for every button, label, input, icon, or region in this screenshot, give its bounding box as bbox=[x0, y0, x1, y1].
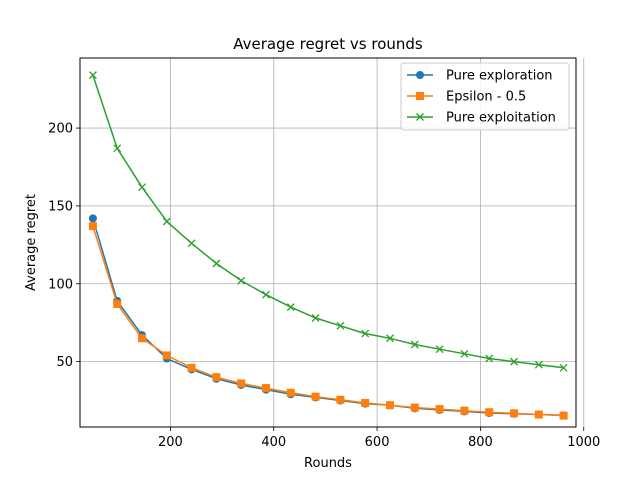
axis-ticks: 200 400 600 800 1000 50 100 150 200 bbox=[48, 122, 600, 450]
legend-label: Pure exploration bbox=[446, 69, 553, 84]
data-point-epsilon-0-5 bbox=[162, 351, 171, 360]
x-tick-label: 200 bbox=[158, 435, 183, 450]
x-axis-label: Rounds bbox=[304, 456, 352, 471]
x-tick-label: 400 bbox=[261, 435, 286, 450]
series-line-pure-exploitation bbox=[92, 74, 564, 369]
y-axis-label: Average regret bbox=[24, 194, 39, 291]
data-point-pure-exploitation bbox=[88, 71, 97, 80]
data-point-pure-exploitation bbox=[162, 217, 171, 226]
series-layer bbox=[88, 71, 568, 420]
data-point-epsilon-0-5 bbox=[410, 403, 419, 412]
data-point-epsilon-0-5 bbox=[534, 410, 543, 419]
legend-item: Pure exploitation bbox=[407, 111, 556, 126]
x-marker-stroke bbox=[286, 303, 295, 312]
x-marker-stroke bbox=[88, 71, 97, 80]
data-point-epsilon-0-5 bbox=[286, 388, 295, 397]
data-point-epsilon-0-5 bbox=[361, 398, 370, 407]
data-point-pure-exploitation bbox=[237, 276, 246, 285]
data-point-epsilon-0-5 bbox=[187, 363, 196, 372]
chart-title: Average regret vs rounds bbox=[233, 35, 423, 53]
legend-item: Epsilon - 0.5 bbox=[407, 90, 526, 105]
data-point-epsilon-0-5 bbox=[138, 334, 146, 343]
data-point-epsilon-0-5 bbox=[559, 411, 568, 420]
data-point-pure-exploitation bbox=[386, 334, 394, 343]
data-point-epsilon-0-5 bbox=[460, 406, 469, 415]
data-point-pure-exploitation bbox=[559, 363, 568, 372]
x-marker-stroke bbox=[410, 340, 419, 349]
plot-area-frame bbox=[79, 57, 577, 428]
data-point-pure-exploitation bbox=[113, 144, 122, 153]
legend-box bbox=[400, 62, 570, 131]
x-tick-label: 1000 bbox=[567, 435, 600, 450]
data-point-pure-exploitation bbox=[410, 340, 419, 349]
data-point-epsilon-0-5 bbox=[336, 395, 345, 404]
data-point-pure-exploitation bbox=[311, 314, 320, 322]
data-point-pure-exploitation bbox=[460, 349, 469, 358]
x-marker-stroke bbox=[187, 239, 196, 248]
data-point-pure-exploitation bbox=[534, 360, 543, 369]
x-marker-stroke bbox=[559, 363, 568, 372]
data-point-epsilon-0-5 bbox=[386, 401, 394, 410]
x-marker-stroke bbox=[416, 113, 424, 121]
x-marker-stroke bbox=[262, 290, 270, 299]
series-pure-exploitation bbox=[88, 71, 568, 372]
x-marker-stroke bbox=[485, 354, 494, 363]
x-marker-stroke bbox=[386, 334, 394, 343]
x-marker-stroke bbox=[311, 314, 320, 322]
x-marker-stroke bbox=[336, 321, 345, 330]
x-marker-stroke bbox=[435, 345, 444, 354]
data-point-pure-exploitation bbox=[361, 329, 370, 338]
data-point-pure-exploitation bbox=[336, 321, 345, 330]
data-point-pure-exploitation bbox=[485, 354, 494, 363]
data-point-pure-exploitation bbox=[212, 259, 221, 268]
y-tick-label: 200 bbox=[48, 122, 73, 137]
legend-label: Epsilon - 0.5 bbox=[446, 90, 526, 105]
data-point-pure-exploration bbox=[88, 214, 97, 223]
series-epsilon-0-5 bbox=[88, 222, 568, 420]
x-marker-stroke bbox=[237, 276, 246, 285]
legend: Pure exploration Epsilon - 0.5 Pure exploi… bbox=[400, 62, 570, 131]
x-marker-stroke bbox=[361, 329, 370, 338]
data-point-epsilon-0-5 bbox=[212, 373, 221, 382]
data-point-epsilon-0-5 bbox=[311, 392, 320, 401]
data-point-pure-exploitation bbox=[187, 239, 196, 248]
legend-label: Pure exploitation bbox=[446, 111, 556, 126]
x-marker-stroke bbox=[162, 217, 171, 226]
x-tick-label: 600 bbox=[365, 435, 390, 450]
series-line-epsilon-0-5 bbox=[92, 225, 564, 417]
data-point-epsilon-0-5 bbox=[88, 222, 97, 231]
y-tick-label: 50 bbox=[56, 355, 73, 370]
x-marker-stroke bbox=[113, 144, 122, 153]
data-point-pure-exploitation bbox=[286, 303, 295, 312]
data-point-pure-exploitation bbox=[138, 183, 146, 192]
legend-marker bbox=[416, 92, 424, 100]
legend-item: Pure exploration bbox=[407, 69, 553, 84]
data-point-epsilon-0-5 bbox=[262, 384, 270, 393]
y-tick-label: 150 bbox=[48, 199, 73, 214]
data-point-pure-exploitation bbox=[510, 357, 518, 366]
x-marker-stroke bbox=[212, 259, 221, 268]
data-point-epsilon-0-5 bbox=[510, 409, 518, 418]
data-point-epsilon-0-5 bbox=[113, 300, 122, 308]
legend-marker bbox=[416, 113, 424, 121]
data-point-epsilon-0-5 bbox=[435, 405, 444, 414]
x-marker-stroke bbox=[460, 349, 469, 358]
x-tick-label: 800 bbox=[468, 435, 493, 450]
data-point-pure-exploitation bbox=[435, 345, 444, 354]
x-marker-stroke bbox=[138, 183, 146, 192]
data-point-epsilon-0-5 bbox=[485, 408, 494, 417]
y-tick-label: 100 bbox=[48, 277, 73, 292]
x-marker-stroke bbox=[534, 360, 543, 369]
x-marker-stroke bbox=[510, 357, 518, 366]
data-point-pure-exploitation bbox=[262, 290, 270, 299]
legend-marker bbox=[416, 71, 424, 79]
data-point-epsilon-0-5 bbox=[237, 379, 246, 388]
